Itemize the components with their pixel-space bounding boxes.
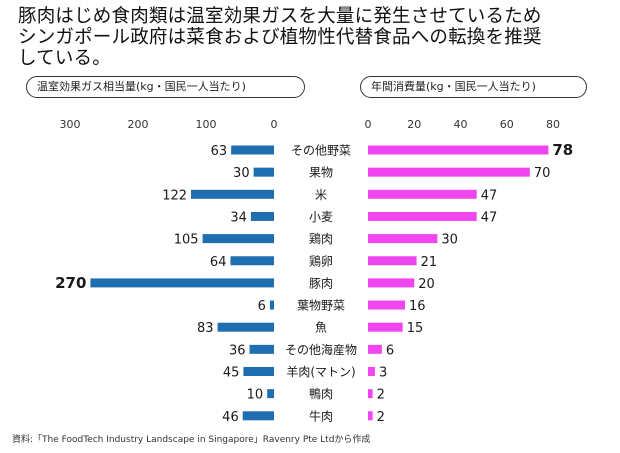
title-line: 豚肉はじめ食肉類は温室効果ガスを大量に発生させているため <box>18 6 542 27</box>
category-label: 果物 <box>309 166 333 180</box>
left-bar <box>253 167 274 177</box>
left-data-label: 122 <box>162 188 187 203</box>
category-label: 米 <box>315 188 327 202</box>
right-data-label: 2 <box>377 410 385 425</box>
left-bar <box>267 389 274 399</box>
title-line: シンガポール政府は菜食および植物性代替食品への転換を推奨 <box>18 27 542 48</box>
left-data-label: 30 <box>233 166 250 181</box>
left-tick-label: 100 <box>196 118 217 131</box>
category-label: 小麦 <box>309 210 333 224</box>
left-bar <box>230 256 274 266</box>
right-data-label: 2 <box>377 388 385 403</box>
right-bar <box>368 367 375 376</box>
left-bar <box>242 411 274 421</box>
left-bar <box>249 344 274 354</box>
left-bar <box>202 234 274 244</box>
category-label: 魚 <box>315 321 327 335</box>
category-label: その他野菜 <box>291 144 351 158</box>
category-label: 鶏肉 <box>309 232 333 246</box>
right-data-label: 21 <box>421 255 438 270</box>
left-bar <box>90 278 275 288</box>
right-axis-label: 年間消費量(kg・国民一人当たり) <box>360 76 587 98</box>
category-label: 豚肉 <box>309 276 333 290</box>
left-data-label: 105 <box>174 233 199 248</box>
right-data-label: 6 <box>386 343 394 358</box>
left-data-label: 10 <box>247 388 264 403</box>
right-data-label: 78 <box>552 141 573 159</box>
right-bar <box>368 278 415 288</box>
right-data-label: 20 <box>418 277 435 292</box>
left-tick-label: 200 <box>128 118 149 131</box>
right-tick-label: 80 <box>546 118 560 131</box>
left-bar <box>243 367 274 376</box>
right-bar <box>368 145 549 155</box>
left-data-label: 270 <box>55 274 86 292</box>
category-label: 牛肉 <box>309 408 333 423</box>
left-data-label: 46 <box>222 410 239 425</box>
category-label: 葉物野菜 <box>297 299 345 313</box>
right-bar <box>368 211 477 221</box>
right-tick-label: 0 <box>365 118 372 131</box>
left-bar <box>191 189 274 199</box>
source-note: 資料:「The FoodTech Industry Landscape in S… <box>12 435 371 445</box>
left-data-label: 83 <box>197 321 214 336</box>
right-data-label: 16 <box>409 299 426 314</box>
right-data-label: 15 <box>407 321 424 336</box>
right-data-label: 47 <box>481 210 498 225</box>
left-axis-label: 温室効果ガス相当量(kg・国民一人当たり) <box>26 76 305 98</box>
right-bar <box>368 256 417 266</box>
left-tick-label: 0 <box>271 118 278 131</box>
category-label: その他海産物 <box>285 342 357 357</box>
right-bar <box>368 300 405 310</box>
right-bar <box>368 234 438 244</box>
left-data-label: 63 <box>211 144 228 159</box>
right-bar <box>368 344 382 354</box>
right-data-label: 30 <box>441 233 458 248</box>
category-label: 鶏卵 <box>309 254 333 268</box>
right-bar <box>368 411 373 421</box>
left-data-label: 36 <box>229 343 246 358</box>
left-bar <box>250 211 274 221</box>
category-label: 羊肉(マトン) <box>286 364 355 379</box>
right-bar <box>368 322 403 332</box>
left-bar <box>231 145 274 155</box>
right-bar <box>368 189 477 199</box>
title-line: している。 <box>18 48 111 69</box>
left-data-label: 64 <box>210 255 227 270</box>
left-data-label: 34 <box>230 210 247 225</box>
chart-title: 豚肉はじめ食肉類は温室効果ガスを大量に発生させているため シンガポール政府は菜食… <box>18 6 608 69</box>
right-tick-label: 60 <box>500 118 514 131</box>
left-tick-label: 300 <box>60 118 81 131</box>
right-data-label: 3 <box>379 366 387 381</box>
left-bar <box>217 322 274 332</box>
left-data-label: 45 <box>223 366 240 381</box>
right-data-label: 70 <box>534 166 551 181</box>
right-data-label: 47 <box>481 188 498 203</box>
right-bar <box>368 389 373 399</box>
right-tick-label: 40 <box>454 118 468 131</box>
category-label: 鴨肉 <box>309 387 333 401</box>
left-data-label: 6 <box>258 299 266 314</box>
right-bar <box>368 167 530 177</box>
left-bar <box>269 300 274 310</box>
right-tick-label: 20 <box>407 118 421 131</box>
